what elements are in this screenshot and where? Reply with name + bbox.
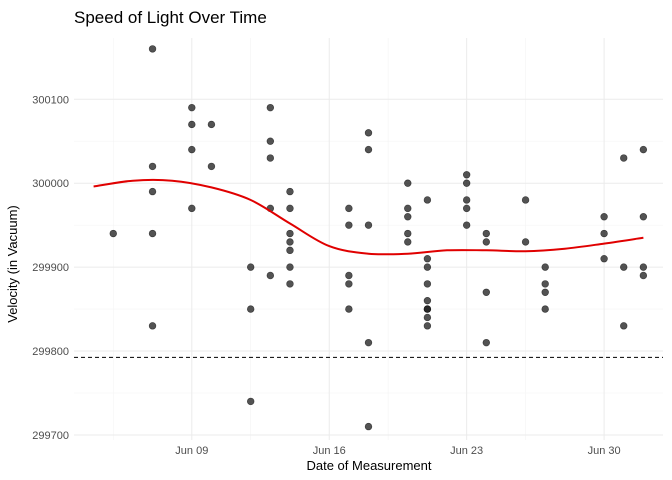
- data-point: [286, 263, 294, 271]
- data-point: [620, 263, 628, 271]
- data-point: [345, 305, 353, 313]
- data-point: [541, 288, 549, 296]
- major-gridlines: [74, 38, 663, 440]
- data-point: [404, 229, 412, 238]
- data-point: [286, 246, 294, 255]
- data-point: [423, 263, 432, 271]
- data-point: [266, 103, 275, 112]
- data-point: [423, 280, 432, 288]
- data-point: [266, 271, 275, 280]
- data-point: [462, 179, 471, 187]
- x-tick-label: Jun 09: [175, 445, 208, 457]
- data-point: [482, 238, 490, 246]
- data-point: [207, 120, 216, 129]
- data-point: [541, 305, 549, 313]
- data-point: [423, 305, 432, 313]
- chart-title: Speed of Light Over Time: [74, 8, 267, 27]
- x-axis-tick-labels: Jun 09 Jun 16 Jun 23 Jun 30: [175, 445, 620, 457]
- data-point: [404, 213, 412, 221]
- data-point: [345, 271, 353, 280]
- data-point: [266, 137, 275, 145]
- data-point: [639, 263, 648, 271]
- y-tick-label: 300100: [32, 94, 69, 106]
- data-point: [541, 263, 549, 271]
- data-point: [188, 103, 196, 112]
- y-tick-label: 299800: [32, 346, 69, 358]
- data-point: [345, 204, 353, 213]
- data-point: [482, 288, 490, 296]
- data-point: [247, 305, 255, 313]
- data-point: [482, 338, 490, 347]
- x-axis-title: Date of Measurement: [306, 458, 431, 473]
- data-point: [148, 229, 157, 238]
- y-axis-title: Velocity (in Vacuum): [5, 205, 20, 323]
- data-point: [364, 221, 373, 229]
- data-point: [247, 263, 255, 271]
- data-point: [423, 196, 432, 204]
- data-points: [109, 45, 648, 431]
- data-point: [286, 229, 294, 238]
- data-point: [462, 221, 471, 229]
- data-point: [521, 238, 530, 246]
- data-point: [620, 154, 628, 162]
- data-point: [364, 422, 373, 431]
- minor-gridlines: [74, 38, 663, 440]
- data-point: [639, 145, 648, 154]
- data-point: [266, 154, 275, 162]
- data-point: [364, 129, 373, 137]
- y-tick-label: 299700: [32, 430, 69, 442]
- data-point: [404, 179, 412, 187]
- data-point: [521, 196, 530, 204]
- data-point: [600, 213, 608, 221]
- data-point: [286, 187, 294, 196]
- data-point: [639, 213, 648, 221]
- data-point: [247, 397, 255, 406]
- x-tick-label: Jun 16: [313, 445, 346, 457]
- data-point: [148, 162, 157, 171]
- data-point: [423, 296, 432, 305]
- data-point: [404, 204, 412, 213]
- smooth-trend-line: [93, 178, 644, 256]
- data-point: [286, 280, 294, 288]
- data-point: [207, 162, 216, 171]
- data-point: [423, 255, 432, 263]
- data-point: [188, 204, 196, 213]
- data-point: [188, 120, 196, 129]
- data-point: [286, 238, 294, 246]
- data-point: [188, 145, 196, 154]
- data-point: [148, 187, 157, 196]
- data-point: [639, 271, 648, 280]
- data-point: [364, 145, 373, 154]
- data-point: [148, 322, 157, 330]
- data-point: [462, 196, 471, 204]
- data-point: [600, 229, 608, 238]
- data-point: [423, 313, 432, 322]
- data-point: [482, 229, 490, 238]
- data-point: [404, 238, 412, 246]
- data-point: [462, 204, 471, 213]
- data-point: [364, 338, 373, 347]
- y-tick-label: 300000: [32, 178, 69, 190]
- data-point: [600, 255, 608, 263]
- data-point: [345, 221, 353, 229]
- x-tick-label: Jun 30: [588, 445, 621, 457]
- data-point: [148, 45, 157, 53]
- data-point: [109, 229, 117, 238]
- data-point: [286, 204, 294, 213]
- data-point: [345, 280, 353, 288]
- data-point: [462, 171, 471, 179]
- y-axis-tick-labels: 299700 299800 299900 300000 300100: [32, 94, 69, 442]
- data-point: [620, 322, 628, 330]
- x-tick-label: Jun 23: [450, 445, 483, 457]
- data-point: [541, 280, 549, 288]
- data-point: [423, 322, 432, 330]
- y-tick-label: 299900: [32, 262, 69, 274]
